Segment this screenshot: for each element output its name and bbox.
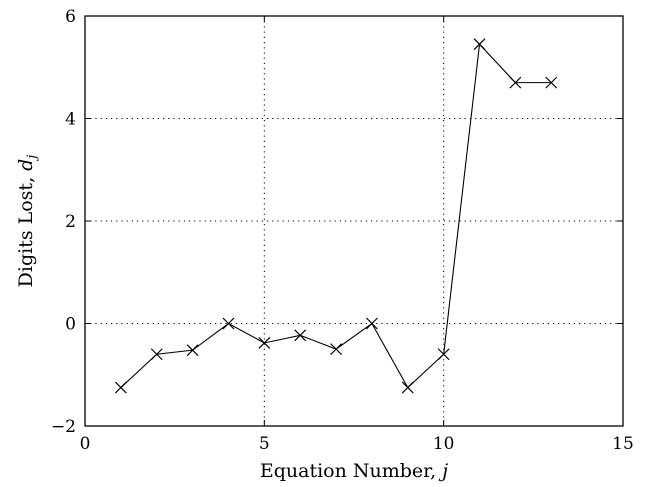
marker-stroke: [330, 343, 342, 356]
data-point-marker: [150, 348, 163, 361]
marker-stroke: [401, 381, 414, 394]
marker-stroke: [114, 381, 127, 394]
data-point-marker: [545, 76, 558, 89]
y-axis-label-subscript: j: [25, 155, 40, 162]
x-tick-label: 15: [612, 434, 634, 454]
marker-stroke: [294, 329, 307, 342]
data-point-marker: [473, 38, 486, 51]
y-tick-label: 6: [65, 7, 76, 27]
x-axis-label-text: Equation Number,: [260, 460, 442, 482]
data-point-marker: [258, 337, 271, 349]
marker-stroke: [222, 317, 235, 330]
x-axis-label-variable: j: [438, 460, 448, 482]
x-tick-label: 5: [259, 434, 270, 454]
marker-stroke: [545, 76, 558, 89]
y-axis-label-variable: d: [15, 159, 37, 171]
x-tick-label: 10: [433, 434, 455, 454]
data-point-marker: [186, 344, 199, 357]
grid: [85, 16, 623, 426]
data-point-marker: [401, 381, 414, 394]
y-tick-label: 2: [65, 212, 76, 232]
marker-stroke: [258, 337, 271, 349]
y-tick-label: 4: [65, 110, 76, 130]
x-tick-label: 0: [80, 434, 91, 454]
marker-stroke: [509, 76, 522, 89]
y-axis-label: Digits Lost, dj: [15, 155, 40, 288]
y-axis-label-text: Digits Lost,: [15, 171, 37, 288]
data-point-marker: [330, 343, 342, 356]
data-point-marker: [366, 317, 378, 330]
data-point-marker: [437, 348, 450, 361]
y-tick-label: −2: [51, 417, 76, 437]
marker-stroke: [150, 348, 163, 361]
marker-stroke: [186, 344, 199, 357]
marker-stroke: [473, 38, 486, 51]
data-point-marker: [114, 381, 127, 394]
x-axis-label: Equation Number, j: [260, 460, 448, 482]
data-point-marker: [222, 317, 235, 330]
data-point-marker: [509, 76, 522, 89]
data-point-marker: [294, 329, 307, 342]
y-tick-label: 0: [65, 315, 76, 335]
marker-stroke: [366, 317, 378, 330]
data-series: [114, 38, 558, 394]
marker-stroke: [437, 348, 450, 361]
